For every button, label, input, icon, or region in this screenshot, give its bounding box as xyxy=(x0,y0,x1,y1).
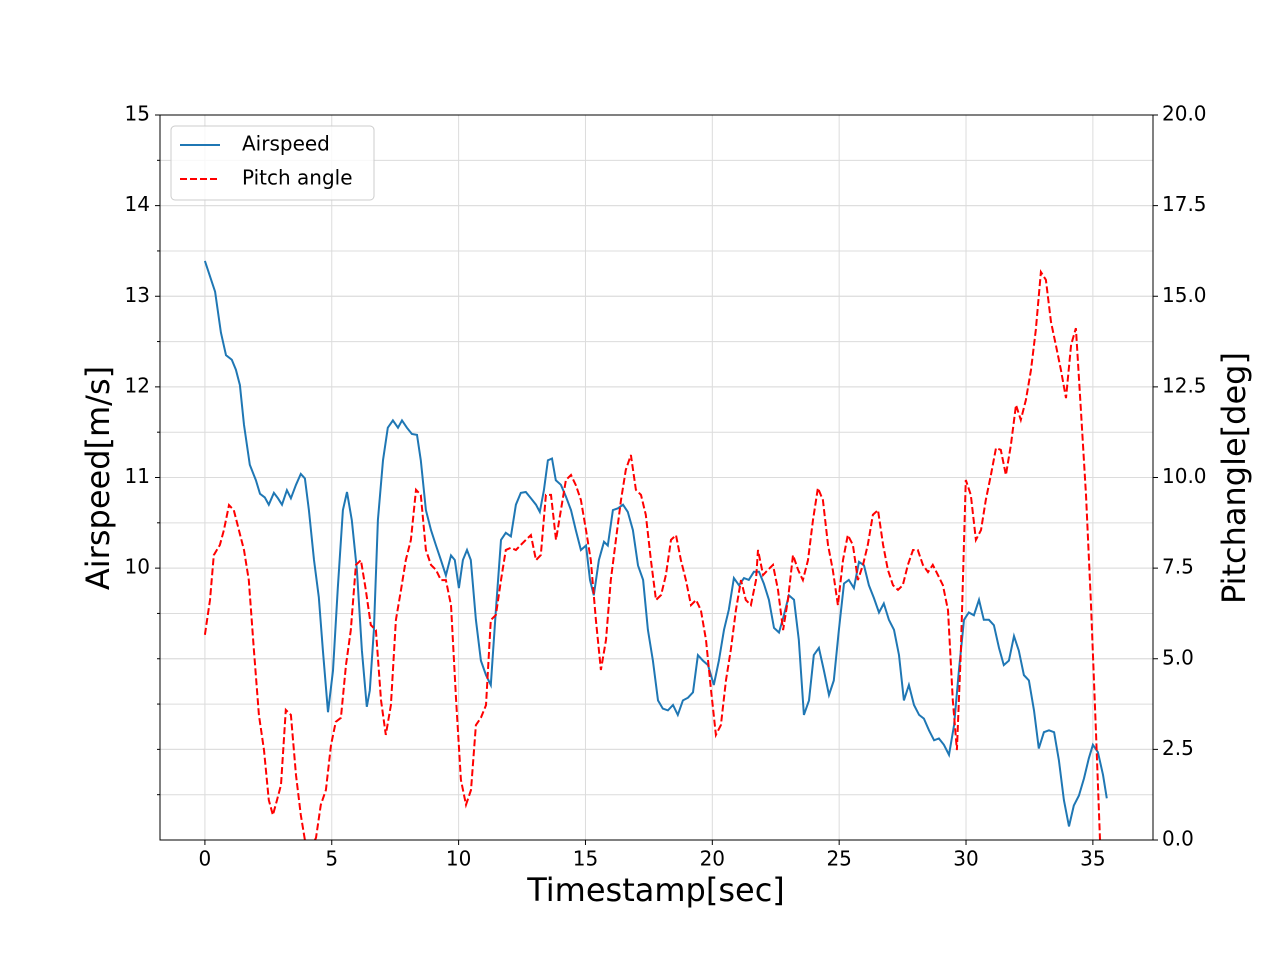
y2-tick-label: 12.5 xyxy=(1162,373,1207,397)
y2-tick-label: 15.0 xyxy=(1162,283,1207,307)
plot-lines xyxy=(203,260,1108,840)
x-tick-label: 0 xyxy=(199,847,212,871)
y2-tick-label: 2.5 xyxy=(1162,736,1194,760)
y2-tick-label: 7.5 xyxy=(1162,555,1194,579)
y-tick-label: 14 xyxy=(125,192,150,216)
legend-box xyxy=(170,125,375,201)
x-tick-label: 5 xyxy=(325,847,338,871)
x-tick-label: 25 xyxy=(826,847,851,871)
legend-label: Airspeed xyxy=(242,132,330,156)
ticks: 0 5 10 15 20 25 30 35 10 11 12 13 14 15 0.0 2.5 5.0 7.5 10… xyxy=(125,102,1207,871)
x-tick-label: 20 xyxy=(700,847,725,871)
x-tick-label: 10 xyxy=(446,847,471,871)
series-line xyxy=(203,260,1108,827)
x-axis-label: Timestamp[sec] xyxy=(526,871,785,909)
y2-tick-label: 10.0 xyxy=(1162,464,1207,488)
x-tick-label: 15 xyxy=(573,847,598,871)
y2-axis-label: Pitchangle[deg] xyxy=(1215,352,1253,604)
legend-label: Pitch angle xyxy=(242,166,353,190)
y2-tick-label: 20.0 xyxy=(1162,102,1207,126)
grid xyxy=(160,114,1153,841)
y2-tick-label: 17.5 xyxy=(1162,192,1207,216)
y-tick-label: 12 xyxy=(125,373,150,397)
x-tick-label: 35 xyxy=(1080,847,1105,871)
y-tick-label: 13 xyxy=(125,283,150,307)
y2-tick-label: 5.0 xyxy=(1162,645,1194,669)
legend: Airspeed Pitch angle xyxy=(170,125,375,201)
y-tick-label: 15 xyxy=(125,102,150,126)
x-tick-label: 30 xyxy=(953,847,978,871)
series-line xyxy=(203,268,1102,840)
y-axis-label: Airspeed[m/s] xyxy=(79,366,117,590)
y-tick-label: 11 xyxy=(125,464,150,488)
y2-tick-label: 0.0 xyxy=(1162,827,1194,851)
y-tick-label: 10 xyxy=(125,555,150,579)
